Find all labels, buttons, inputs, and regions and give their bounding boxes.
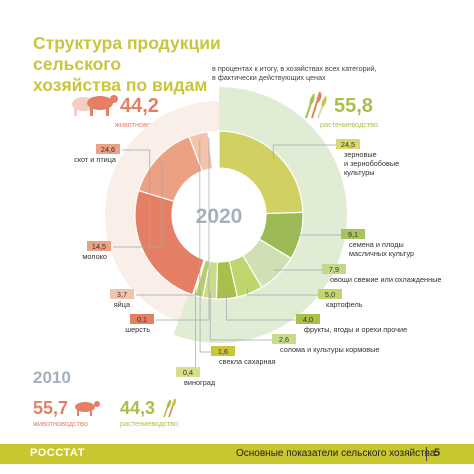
category-label: фрукты, ягоды и орехи прочие [304,325,407,334]
data-label: 14,5 [92,242,106,251]
leader-line [113,161,163,248]
footer-separator [426,447,427,461]
leader-line [225,292,296,321]
value-box [322,264,346,274]
title-line-1: Структура продукции сельского [33,33,221,74]
year-2010: 2010 [33,368,71,387]
category-label: виноград [184,378,216,387]
category-label: шерсть [125,325,150,334]
data-label: 5,0 [325,290,335,299]
leader-line [199,290,211,353]
livestock-outer-band [105,101,219,322]
crop-label-2010: растениеводство [120,419,179,428]
data-label: 24,5 [341,140,355,149]
leader-line [122,149,151,251]
center-year-label: 2020 [196,205,243,228]
category-label: овощи свежие или охлажденные [330,275,441,284]
value-box [130,314,154,324]
crop-label-2020: растениеводство [320,120,379,129]
data-label: 3,7 [117,290,127,299]
livestock-total-2020: 44,2 [120,95,159,117]
category-label: семена и плоды [349,240,404,249]
leader-line [272,144,336,159]
value-box [110,289,134,299]
livestock-label-2020: животноводство [115,120,170,129]
data-label: 7,9 [329,265,339,274]
crop-total-2020: 55,8 [334,95,373,117]
leader-line [136,139,201,296]
data-label: 24,6 [101,145,115,154]
category-label: культуры [344,168,375,177]
subtitle-line-1: в процентах к итогу, в хозяйствах всех к… [212,64,377,73]
category-label: скот и птица [74,155,117,164]
value-box [87,241,111,251]
leader-line [209,292,272,341]
value-box [96,144,120,154]
category-label: масличных культур [349,249,414,258]
data-label: 0,4 [183,368,193,377]
data-label: 1,6 [218,347,228,356]
title-line-2: хозяйства по видам [33,75,208,95]
data-label: 2,6 [279,335,289,344]
category-label: солома и культуры кормовые [280,345,379,354]
data-label: 9,1 [348,230,358,239]
value-box [211,346,235,356]
wheat-icon [300,88,330,125]
data-label: 4,0 [303,315,313,324]
chart-subtitle: в процентах к итогу, в хозяйствах всех к… [212,64,442,82]
value-box [318,289,342,299]
value-box [296,314,320,324]
crop-outer-band [173,87,347,343]
leader-line [156,137,210,321]
data-label: 0,1 [137,315,147,324]
value-box [336,139,360,149]
category-label: свекла сахарная [219,357,276,366]
category-label: и зернобобовые [344,159,399,168]
wheat-icon [160,396,180,423]
category-label: картофель [326,300,363,309]
footer-bar: РОССТАТ Основные показатели сельского хо… [0,444,474,464]
livestock-total-2010: 55,7 [33,398,69,418]
chart-title: Структура продукции сельского хозяйства … [33,33,313,96]
footer-text: Основные показатели сельского хозяйства [236,448,436,459]
livestock-label-2010: животноводство [33,419,88,428]
value-box [341,229,365,239]
leader-line [247,287,318,296]
page-number: 5 [434,447,441,459]
crop-total-2010: 44,3 [120,398,156,418]
cow-icon [70,92,120,123]
category-label: яйца [114,300,131,309]
value-box [272,334,296,344]
brand-logo: РОССТАТ [30,447,86,459]
subtitle-line-2: в фактически действующих ценах [212,73,326,82]
category-label: молоко [82,252,107,261]
value-box [176,367,200,377]
category-label: зерновые [344,150,377,159]
cow-icon [72,400,102,421]
